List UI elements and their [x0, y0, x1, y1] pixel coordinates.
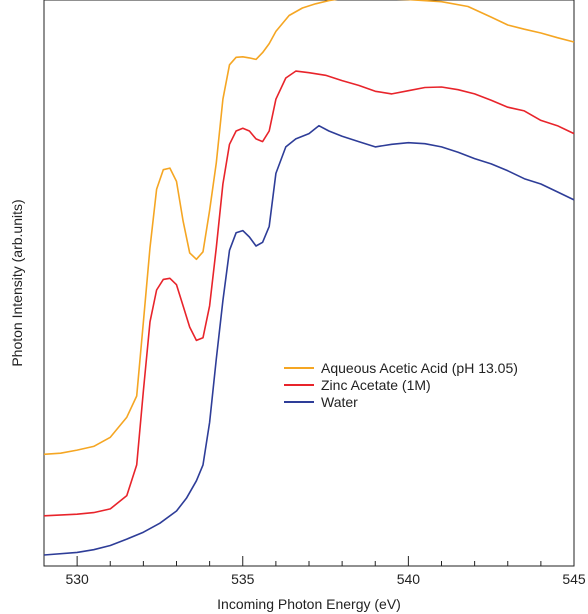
series-line-2 [43, 70, 575, 517]
x-tick-label: 530 [65, 571, 89, 587]
legend-label-2: Zinc Acetate (1M) [321, 377, 431, 393]
x-axis-title: Incoming Photon Energy (eV) [217, 596, 401, 612]
legend: Aqueous Acetic Acid (pH 13.05)Zinc Aceta… [284, 360, 518, 410]
series-line-3 [43, 124, 575, 556]
x-tick-label: 540 [397, 571, 421, 587]
legend-label-1: Aqueous Acetic Acid (pH 13.05) [321, 360, 518, 376]
y-axis-title: Photon Intensity (arb.units) [9, 199, 25, 366]
plot-frame [43, 0, 575, 567]
x-axis-ticks: 530 535 540 545 [43, 556, 586, 587]
legend-label-3: Water [321, 394, 358, 410]
series-layer [43, 0, 575, 556]
x-tick-label: 535 [231, 571, 255, 587]
x-tick-label: 545 [562, 571, 586, 587]
series-line-1 [43, 0, 575, 456]
